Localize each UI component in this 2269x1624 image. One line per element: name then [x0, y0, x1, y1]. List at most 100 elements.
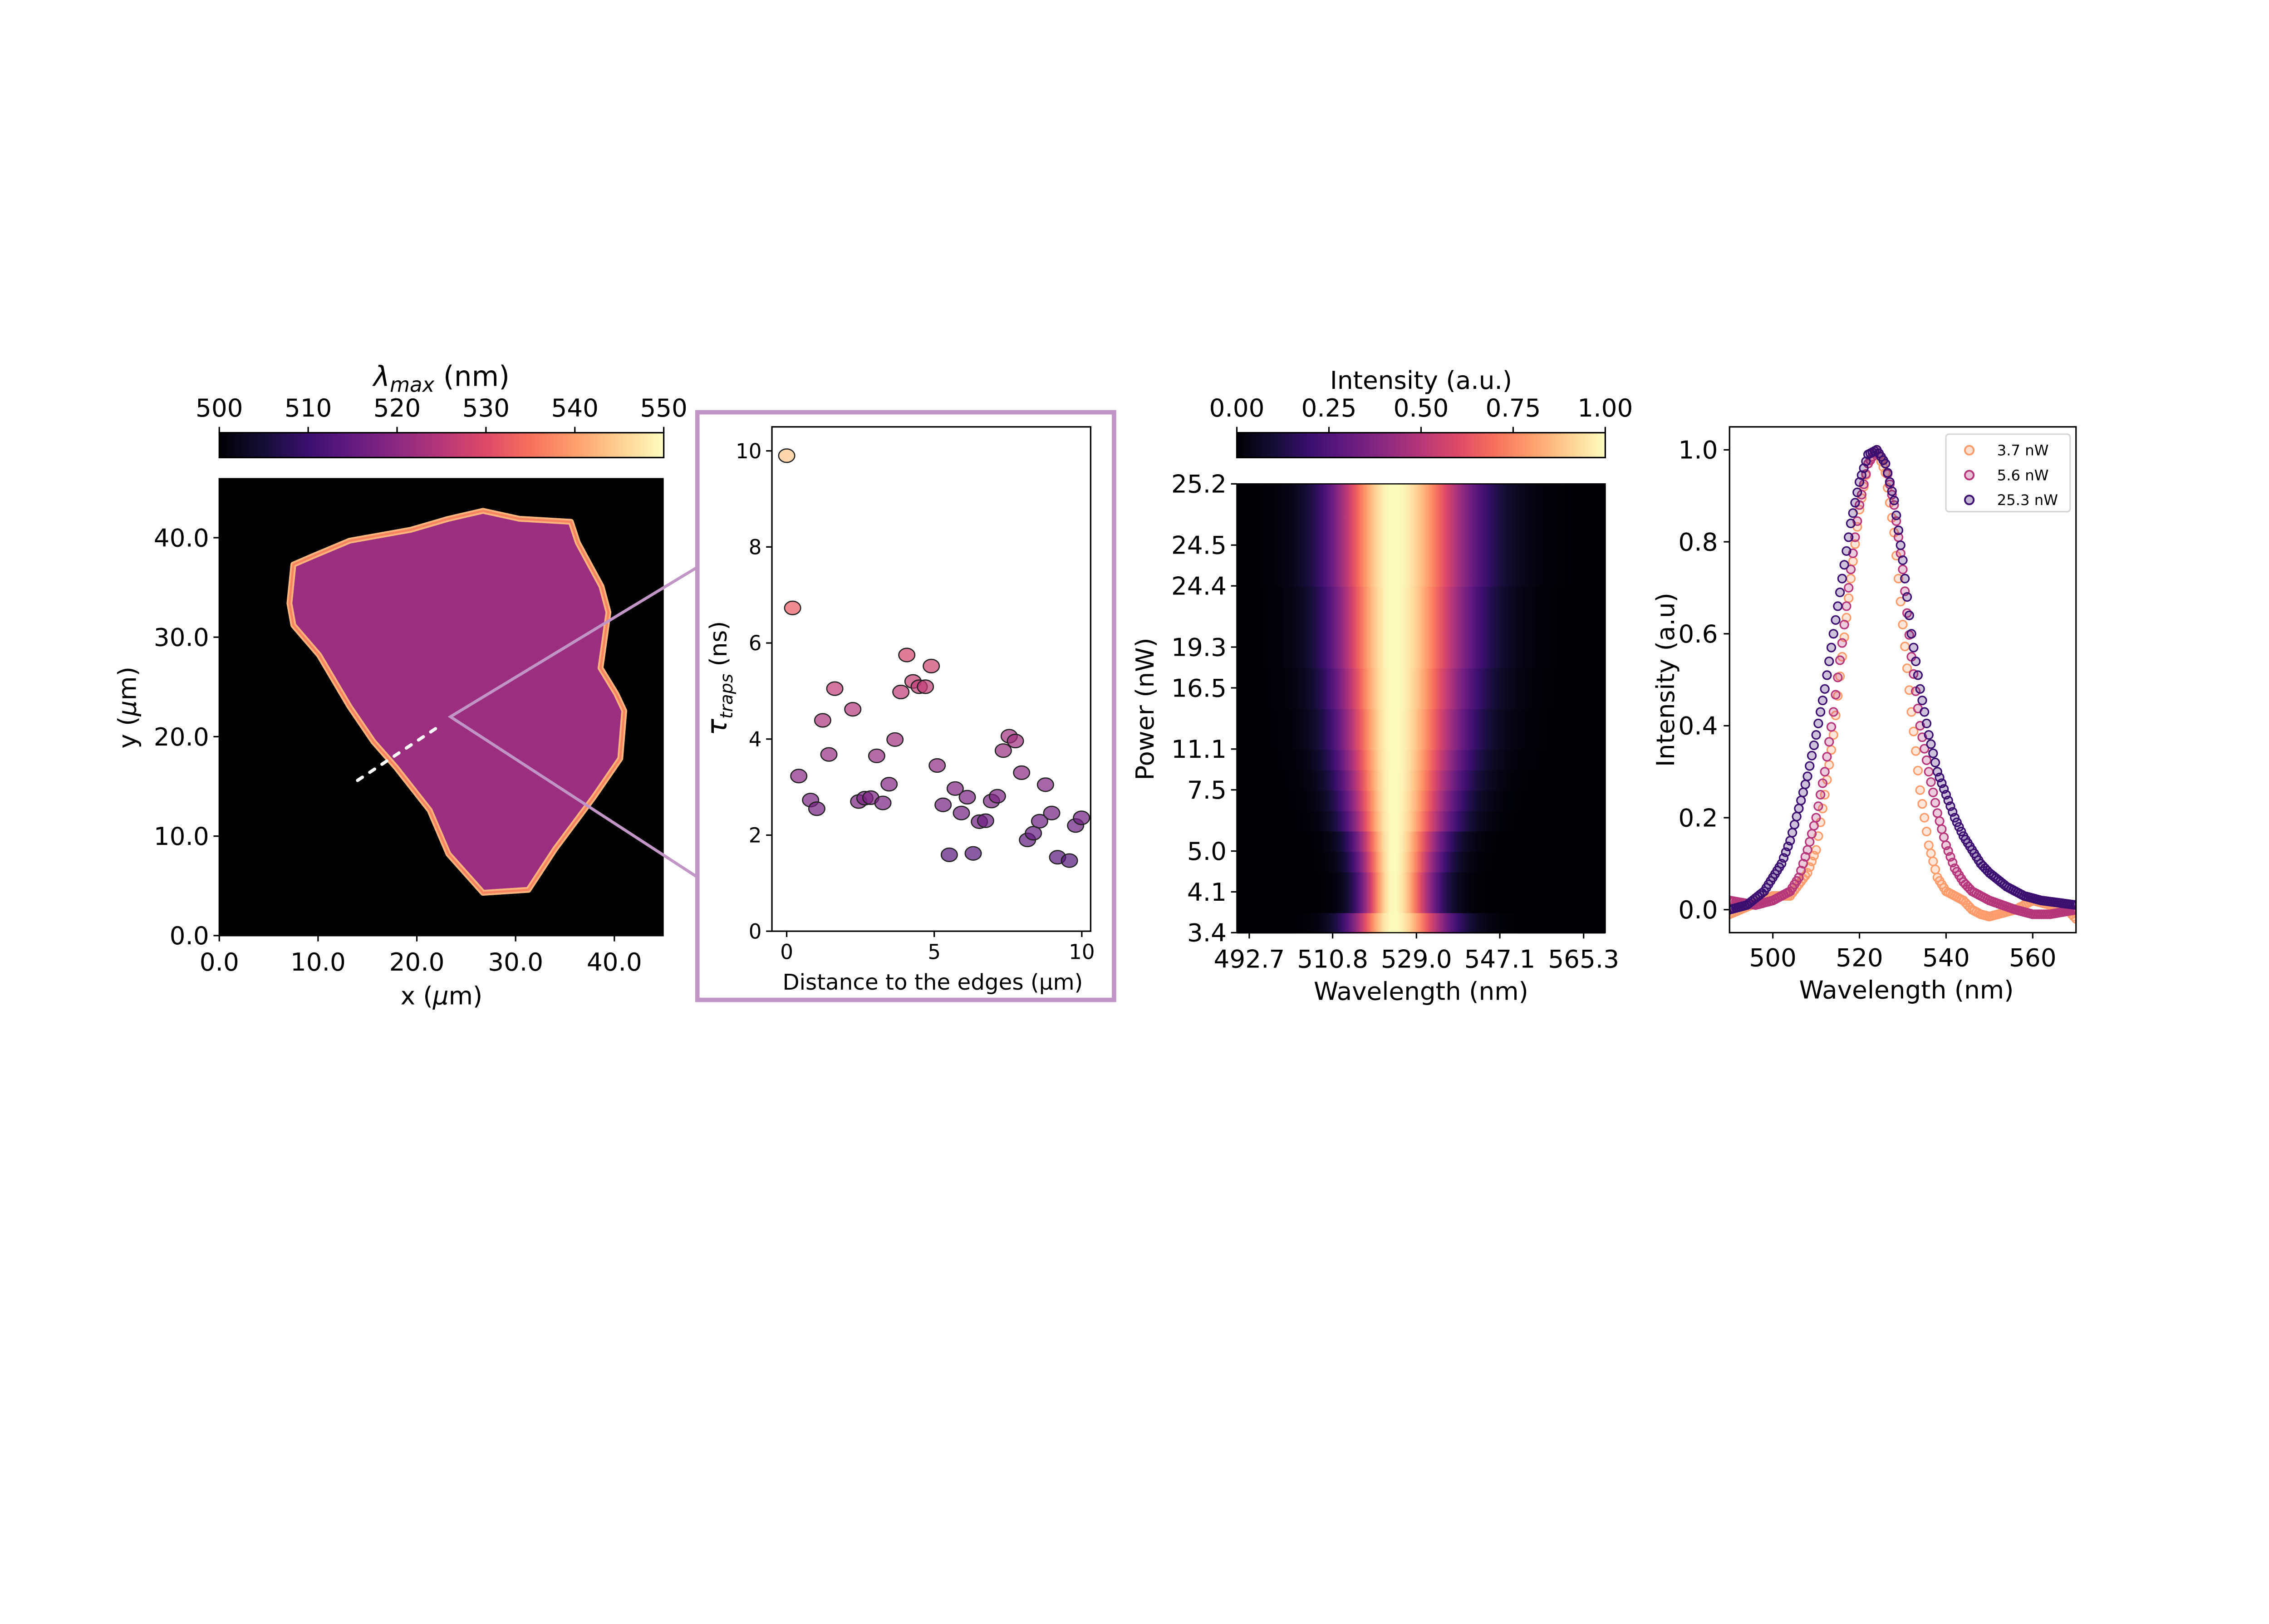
legend-marker: [1964, 445, 1975, 456]
y-tick-label: 0.6: [1678, 619, 1718, 648]
data-point: [1822, 670, 1832, 680]
data-point: [886, 732, 904, 747]
y-tick-label: 24.5: [1171, 531, 1227, 560]
heatmap-row: [1237, 708, 1606, 730]
data-point: [1785, 836, 1795, 846]
data-point: [1921, 755, 1932, 765]
y-tick-label: 25.2: [1171, 470, 1227, 499]
data-point: [1850, 539, 1860, 549]
colorbar-tick-label: 500: [196, 393, 243, 422]
legend-label: 25.3 nW: [1997, 491, 2058, 509]
data-point: [946, 781, 964, 796]
y-axis-label: y (μm): [113, 667, 142, 749]
x-tick-label: 0: [780, 940, 793, 964]
y-tick-label: 0.0: [1678, 895, 1718, 924]
colorbar-title-subscript: max: [390, 373, 435, 397]
data-point: [1926, 739, 1936, 749]
colorbar-tick-label: 0.75: [1485, 393, 1541, 422]
data-point: [953, 805, 970, 820]
heatmap-row: [1237, 810, 1606, 832]
data-point: [1811, 845, 1821, 855]
x-tick-label: 500: [1749, 943, 1797, 972]
zoom-connector-lines: [447, 566, 698, 878]
x-tick-label: 560: [2009, 943, 2057, 972]
data-point: [1896, 597, 1906, 607]
x-tick-label: 10: [1069, 940, 1095, 964]
data-point: [988, 789, 1006, 804]
line-scan-path: [356, 723, 443, 782]
data-point: [1828, 707, 1838, 717]
data-point: [1930, 864, 1940, 874]
heatmap-row: [1237, 728, 1606, 750]
data-point: [1846, 574, 1856, 584]
heatmap-row: [1237, 871, 1606, 893]
y-tick-label: 7.5: [1187, 775, 1227, 805]
colorbar-tick-label: 0.50: [1393, 393, 1449, 422]
y-tick-label: 24.4: [1171, 571, 1227, 600]
data-point: [1906, 629, 1916, 639]
x-tick-label: 520: [1836, 943, 1883, 972]
y-tick-label: 30.0: [154, 623, 209, 652]
heatmap-row: [1237, 545, 1606, 567]
data-point: [1837, 638, 1847, 648]
x-tick-label: 30.0: [488, 947, 543, 976]
colorbar-tick-label: 0.25: [1301, 393, 1357, 422]
data-point: [880, 777, 898, 792]
data-point: [1802, 845, 1812, 855]
data-point: [1833, 601, 1843, 611]
flake-edge: [288, 510, 625, 894]
plot-area: [771, 426, 1091, 932]
heatmap-row: [1237, 769, 1606, 791]
legend-marker: [1964, 470, 1975, 481]
data-point: [1881, 459, 1891, 469]
x-axis-label: x (μm): [401, 981, 483, 1010]
heatmap-row: [1237, 647, 1606, 668]
x-axis-label: Distance to the edges (μm): [782, 970, 1083, 995]
x-axis-label: Wavelength (nm): [1799, 975, 2014, 1004]
data-point: [1902, 663, 1912, 673]
data-point: [1926, 848, 1936, 859]
heatmap-row: [1237, 851, 1606, 873]
data-point: [1796, 795, 1806, 805]
data-point: [923, 658, 940, 673]
data-point: [1844, 593, 1854, 603]
data-point: [1824, 656, 1834, 667]
data-point: [1885, 477, 1895, 487]
data-point: [1898, 564, 1908, 574]
colorbar-title-unit: (nm): [434, 361, 510, 393]
data-point: [1073, 810, 1090, 825]
y-tick-label: 1.0: [1678, 436, 1718, 465]
data-point: [1844, 583, 1854, 593]
x-tick-label: 547.1: [1464, 945, 1536, 974]
data-point: [977, 813, 994, 828]
data-point: [1811, 730, 1821, 740]
data-point: [1939, 832, 1949, 842]
data-point: [778, 448, 796, 463]
data-point: [1915, 684, 1925, 694]
legend-box: [1945, 433, 2071, 513]
data-point: [1817, 696, 1828, 706]
y-tick-label: 0.8: [1678, 527, 1718, 556]
heatmap-row: [1237, 627, 1606, 648]
colorbar-tick-label: 1.00: [1577, 393, 1633, 422]
data-point: [1932, 808, 1942, 818]
x-tick-label: 565.3: [1548, 945, 1619, 974]
data-point: [814, 713, 831, 728]
heatmap-row: [1237, 586, 1606, 608]
data-point: [1935, 816, 1945, 826]
x-tick-label: 492.7: [1214, 945, 1285, 974]
data-point: [1835, 655, 1845, 665]
data-point: [934, 797, 952, 812]
y-tick-label: 5.0: [1187, 837, 1227, 866]
data-point: [1902, 592, 1912, 602]
data-point: [1848, 508, 1858, 518]
data-point: [1805, 837, 1815, 847]
power-heatmap-panel: 0.00 0.25 0.50 0.75 1.00 Intensity (a.u.) 492.…: [1130, 366, 1633, 1006]
data-point: [1802, 771, 1812, 781]
data-point: [868, 748, 885, 763]
heatmap-row: [1237, 687, 1606, 709]
data-point: [844, 702, 862, 717]
data-point: [1826, 722, 1837, 732]
y-tick-label: 0.0: [170, 921, 209, 950]
